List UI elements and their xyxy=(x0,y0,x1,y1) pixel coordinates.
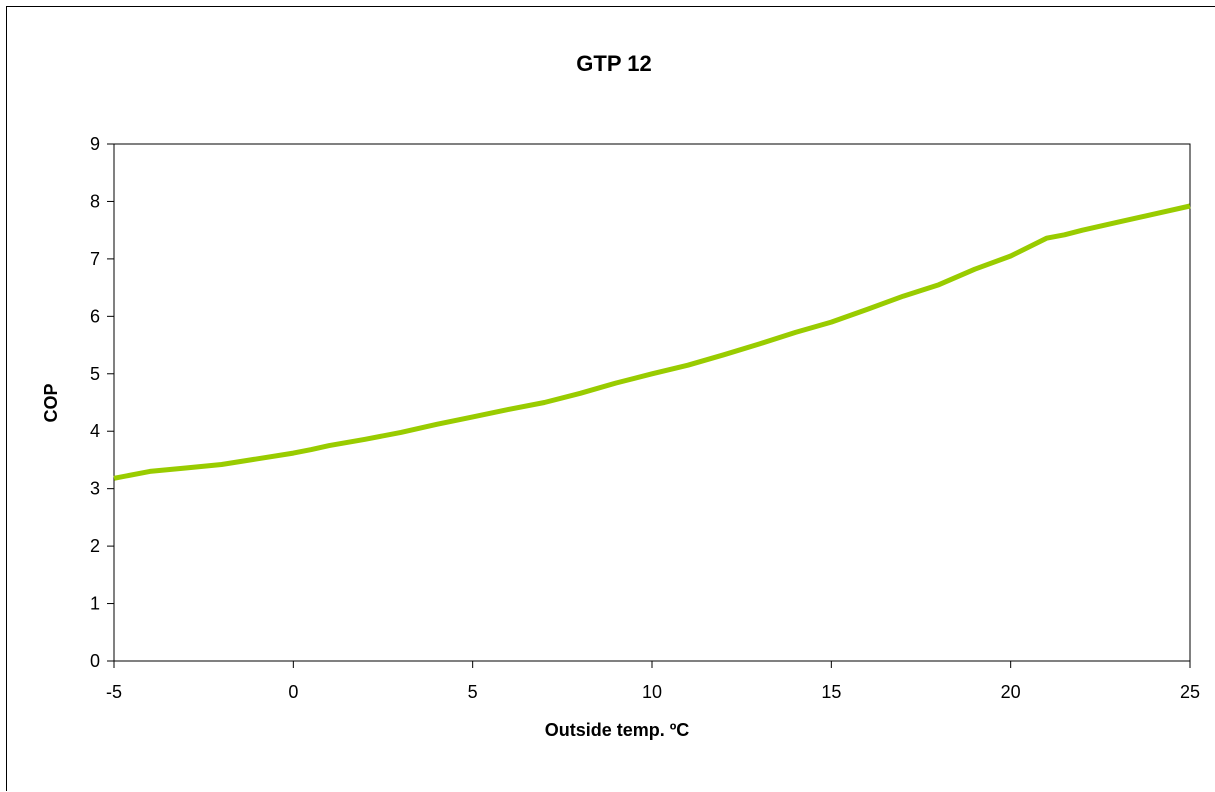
x-axis-ticks: -5 0 5 10 15 20 25 xyxy=(106,661,1200,702)
y-tick-label: 0 xyxy=(90,651,100,671)
y-tick-label: 5 xyxy=(90,364,100,384)
y-tick-label: 2 xyxy=(90,536,100,556)
plot-area xyxy=(113,143,1191,662)
x-tick-label: 10 xyxy=(642,682,662,702)
series-line xyxy=(113,203,1191,481)
y-axis-title: COP xyxy=(41,383,61,422)
x-axis-title: Outside temp. ºC xyxy=(545,720,690,740)
y-tick-label: 3 xyxy=(90,479,100,499)
x-tick-label: 15 xyxy=(821,682,841,702)
line-chart: GTP 12 0 1 2 3 4 5 6 7 8 9 -5 0 5 10 15 20 25 COP Outsi… xyxy=(41,51,1200,740)
y-tick-label: 4 xyxy=(90,421,100,441)
y-tick-label: 9 xyxy=(90,134,100,154)
y-tick-label: 8 xyxy=(90,191,100,211)
x-tick-label: 20 xyxy=(1001,682,1021,702)
series-layer xyxy=(113,203,1191,481)
y-tick-label: 7 xyxy=(90,249,100,269)
y-tick-label: 6 xyxy=(90,306,100,326)
x-tick-label: -5 xyxy=(106,682,122,702)
x-tick-label: 25 xyxy=(1180,682,1200,702)
y-tick-label: 1 xyxy=(90,594,100,614)
y-axis-ticks: 0 1 2 3 4 5 6 7 8 9 xyxy=(90,134,114,671)
chart-title: GTP 12 xyxy=(576,51,651,76)
chart-frame: GTP 12 0 1 2 3 4 5 6 7 8 9 -5 0 5 10 15 20 25 COP Outsi… xyxy=(6,6,1215,791)
x-tick-label: 5 xyxy=(468,682,478,702)
x-tick-label: 0 xyxy=(288,682,298,702)
